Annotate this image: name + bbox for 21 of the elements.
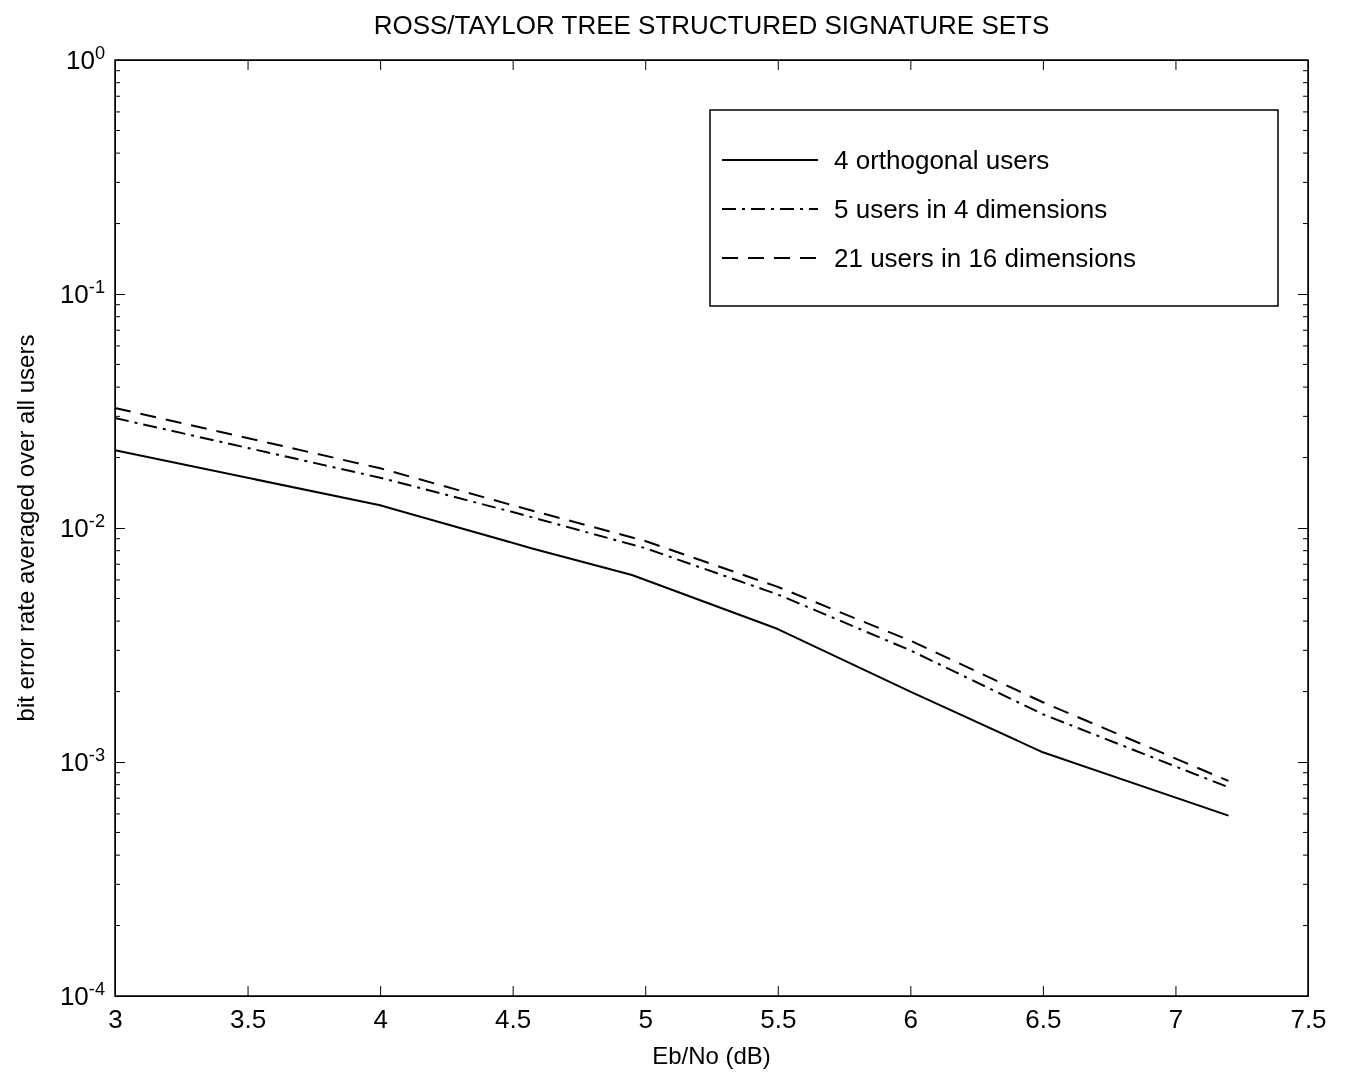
x-tick-label: 5.5 bbox=[760, 1004, 797, 1035]
y-axis-title: bit error rate averaged over all users bbox=[12, 334, 39, 722]
y-tick-label: 10$^{-2}$ bbox=[59, 510, 105, 543]
x-tick-label: 7 bbox=[1168, 1004, 1184, 1035]
x-tick-label: 5 bbox=[638, 1004, 653, 1035]
y-tick-label: 10$^{-3}$ bbox=[59, 744, 105, 777]
y-tick-label: 10$^{0}$ bbox=[65, 42, 105, 75]
x-tick-label: 6 bbox=[903, 1004, 919, 1035]
legend-label: 5 users in 4 dimensions bbox=[834, 194, 1108, 224]
x-tick-label: 6.5 bbox=[1025, 1004, 1062, 1035]
x-tick-label: 4 bbox=[373, 1004, 388, 1035]
y-tick-label: 10$^{-4}$ bbox=[59, 978, 105, 1011]
legend-label: 21 users in 16 dimensions bbox=[834, 243, 1137, 273]
x-tick-label: 3 bbox=[108, 1004, 123, 1035]
x-tick-label: 7.5 bbox=[1290, 1004, 1327, 1035]
x-axis-title: Eb/No (dB) bbox=[652, 1042, 771, 1069]
chart-title: ROSS/TAYLOR TREE STRUCTURED SIGNATURE SETS bbox=[373, 10, 1050, 40]
x-tick-label: 4.5 bbox=[495, 1004, 532, 1035]
legend-label: 4 orthogonal users bbox=[834, 145, 1050, 175]
y-tick-label: 10$^{-1}$ bbox=[59, 276, 105, 309]
x-tick-label: 3.5 bbox=[229, 1004, 267, 1035]
